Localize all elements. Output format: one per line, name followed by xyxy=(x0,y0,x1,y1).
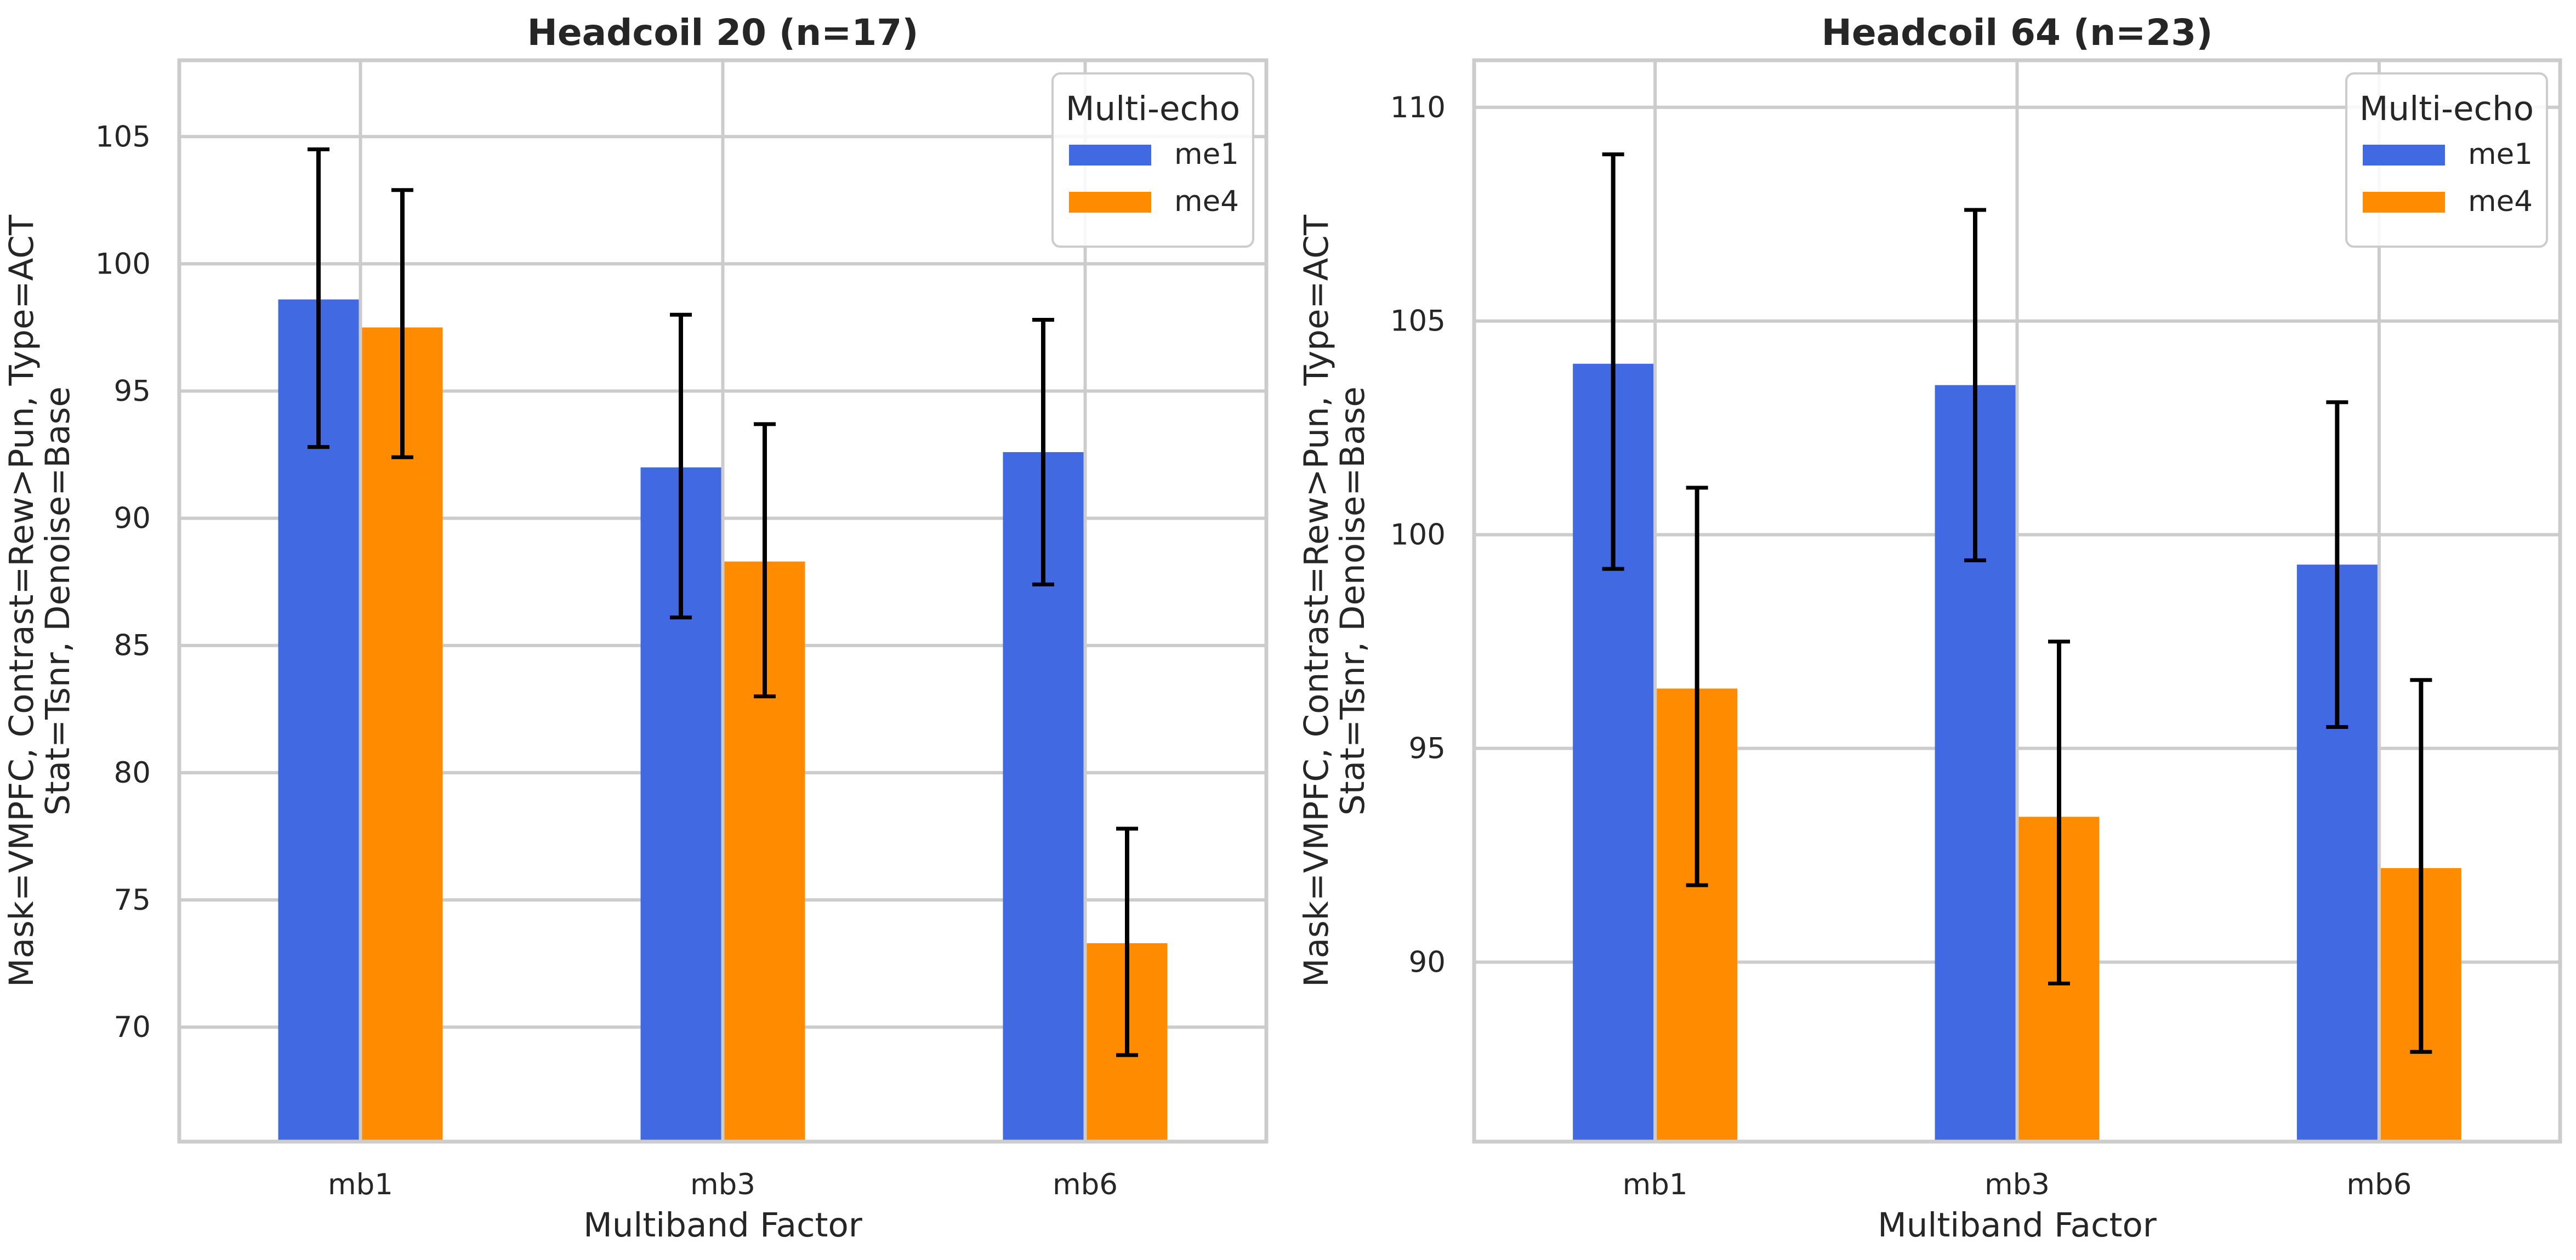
y-tick-label: 110 xyxy=(1390,91,1446,124)
x-tick-label: mb6 xyxy=(2346,1168,2412,1201)
legend-swatch-me1 xyxy=(1069,145,1151,166)
y-axis-label: Mask=VMPFC, Contrast=Rew>Pun, Type=ACTSt… xyxy=(1297,214,1372,987)
x-tick-label: mb6 xyxy=(1053,1168,1118,1201)
y-tick-label: 80 xyxy=(114,756,151,790)
y-axis-label-line: Stat=Tsnr, Denoise=Base xyxy=(1333,386,1372,816)
legend-label-me4: me4 xyxy=(1174,185,1239,218)
legend: Multi-echo me1 me4 xyxy=(1051,72,1254,248)
y-axis-label-line: Mask=VMPFC, Contrast=Rew>Pun, Type=ACT xyxy=(2,214,41,987)
legend-title: Multi-echo xyxy=(1066,89,1240,128)
y-axis-label: Mask=VMPFC, Contrast=Rew>Pun, Type=ACTSt… xyxy=(2,214,77,987)
y-tick-label: 90 xyxy=(114,502,151,535)
y-tick-label: 95 xyxy=(114,375,151,408)
y-tick-label: 90 xyxy=(1409,945,1446,979)
legend-title: Multi-echo xyxy=(2359,89,2534,128)
bar-me4-mb1 xyxy=(362,327,443,1142)
x-tick-label: mb1 xyxy=(328,1168,393,1201)
x-axis-label: Multiband Factor xyxy=(583,1206,863,1245)
legend-label-me1: me1 xyxy=(1174,138,1239,171)
y-tick-label: 75 xyxy=(114,883,151,917)
chart-title: Headcoil 64 (n=23) xyxy=(1822,12,2213,54)
y-tick-label: 100 xyxy=(95,247,151,281)
x-tick-label: mb3 xyxy=(690,1168,755,1201)
legend-swatch-me1 xyxy=(2363,145,2445,166)
x-tick-label: mb3 xyxy=(1984,1168,2050,1201)
y-axis-label-line: Stat=Tsnr, Denoise=Base xyxy=(38,386,77,816)
x-tick-label: mb1 xyxy=(1623,1168,1688,1201)
x-axis-label: Multiband Factor xyxy=(1878,1206,2157,1245)
y-tick-label: 100 xyxy=(1390,518,1446,552)
y-tick-label: 105 xyxy=(95,120,151,153)
chart-panel-2: 90 95 100 105 110 mb1 mb3 mb6 Headcoil 64 (n=23)… xyxy=(1297,12,2562,1245)
y-tick-label: 85 xyxy=(114,629,151,663)
legend-swatch-me4 xyxy=(2363,192,2445,213)
y-tick-label: 105 xyxy=(1390,305,1446,338)
legend-label-me1: me1 xyxy=(2468,138,2533,171)
legend: Multi-echo me1 me4 xyxy=(2345,72,2548,248)
y-axis-label-line: Mask=VMPFC, Contrast=Rew>Pun, Type=ACT xyxy=(1297,214,1336,987)
plot-frame xyxy=(177,58,1269,1144)
chart-title: Headcoil 20 (n=17) xyxy=(527,12,919,54)
y-tick-label: 70 xyxy=(114,1011,151,1044)
y-tick-label: 95 xyxy=(1409,732,1446,766)
legend-swatch-me4 xyxy=(1069,192,1151,213)
legend-label-me4: me4 xyxy=(2468,185,2533,218)
chart-panel-1: 70 75 80 85 90 95 100 105 mb1 mb3 mb6 Headcoil 20 (… xyxy=(2,12,1269,1245)
plot-frame xyxy=(1472,58,2562,1144)
